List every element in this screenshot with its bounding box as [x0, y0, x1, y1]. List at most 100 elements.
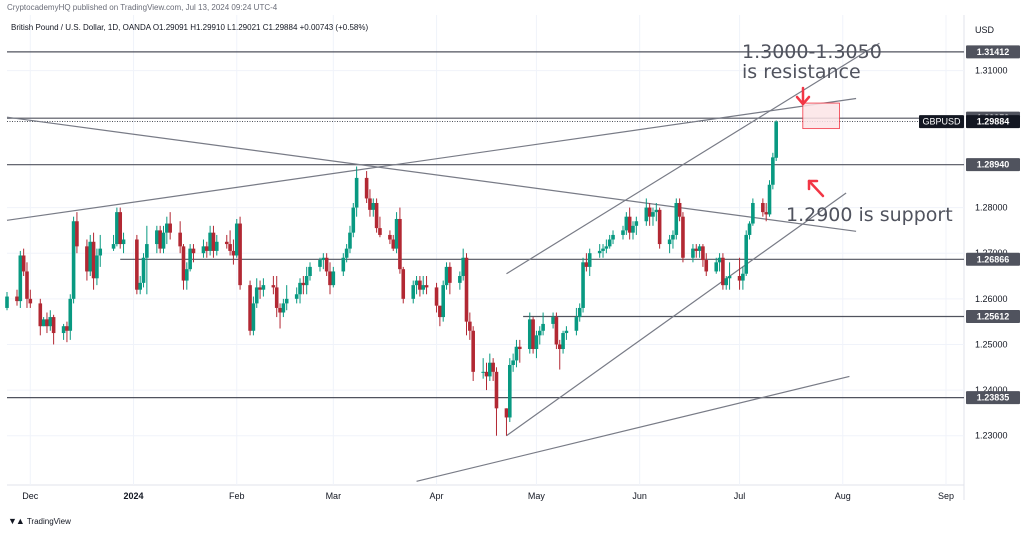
- candle-body: [767, 184, 772, 215]
- candle-body: [138, 282, 142, 290]
- annotations: 1.3000-1.3050 is resistance 1.2900 is su…: [742, 41, 953, 226]
- candle-body: [274, 287, 279, 308]
- candle-body: [281, 303, 286, 313]
- candle: [371, 198, 376, 217]
- candle: [577, 303, 582, 322]
- candle-body: [534, 335, 539, 350]
- candle-body: [201, 246, 206, 254]
- candle-body: [248, 285, 252, 331]
- level-price-tag: 1.23835: [966, 391, 1020, 405]
- candle: [344, 244, 349, 263]
- candle: [141, 253, 146, 288]
- price-axis[interactable]: USD: [963, 15, 995, 500]
- current-price-tag-bg: [966, 115, 1020, 129]
- candle: [444, 262, 449, 290]
- level-tag-text: 1.23835: [977, 393, 1010, 403]
- candle-body: [561, 333, 565, 350]
- time-tick-label: 2024: [124, 491, 144, 501]
- candle-body: [394, 218, 399, 249]
- level-price-tag: 1.28940: [966, 158, 1020, 172]
- candle: [468, 312, 472, 340]
- candle: [85, 239, 89, 281]
- candle: [234, 218, 239, 258]
- candle: [481, 358, 485, 379]
- candle-body: [401, 269, 406, 299]
- candle: [121, 232, 126, 254]
- candle: [294, 287, 299, 304]
- candle-body: [378, 228, 382, 235]
- candle: [111, 234, 116, 251]
- candle: [458, 271, 462, 290]
- candle-body: [145, 244, 149, 258]
- candle-body: [464, 257, 469, 322]
- candle: [251, 296, 256, 336]
- candle-body: [371, 203, 376, 210]
- time-tick-label: Aug: [835, 491, 851, 501]
- price-tick-label: 1.25000: [975, 339, 1008, 349]
- candle-body: [135, 239, 139, 290]
- candle: [48, 310, 53, 331]
- resistance-zone-box: [802, 102, 840, 130]
- level-tag-bg: [966, 310, 1020, 324]
- trendline: [416, 375, 850, 482]
- candle-body: [694, 248, 699, 251]
- symbol-ohlc-line: British Pound / U.S. Dollar, 1D, OANDA O…: [11, 23, 369, 32]
- candle: [424, 276, 429, 295]
- price-axis-labels: 1.310001.280001.270001.260001.250001.240…: [919, 45, 1020, 441]
- candle-body: [364, 177, 369, 199]
- candle: [378, 216, 382, 238]
- candle-body: [254, 287, 259, 304]
- candle: [774, 120, 778, 161]
- candle: [448, 262, 452, 295]
- time-tick-label: Jun: [632, 491, 647, 501]
- candle-body: [527, 319, 532, 350]
- candle-body: [771, 157, 775, 185]
- candle-body: [657, 209, 662, 245]
- candle-body: [155, 230, 159, 245]
- candle-body: [721, 257, 725, 286]
- candle: [461, 248, 465, 281]
- symbol-tag-bg: [919, 115, 964, 129]
- candle-body: [744, 234, 749, 274]
- candle: [188, 244, 192, 272]
- candle: [534, 330, 539, 359]
- candle-body: [681, 216, 685, 258]
- candle: [464, 253, 469, 336]
- candle: [557, 339, 562, 370]
- level-tag-bg: [966, 45, 1020, 59]
- candle-body: [541, 323, 545, 331]
- candle: [51, 314, 56, 345]
- candle-body: [604, 246, 609, 249]
- candle: [611, 230, 615, 245]
- candle-body: [601, 248, 605, 251]
- level-price-tag: 1.31412: [966, 45, 1020, 59]
- candle: [161, 225, 166, 254]
- candle-body: [298, 282, 302, 295]
- candle-body: [204, 246, 209, 251]
- candle: [411, 280, 416, 304]
- arrow-up-left-icon: [807, 179, 825, 198]
- candle-body: [75, 221, 79, 247]
- candle: [644, 198, 649, 226]
- candle: [178, 221, 182, 254]
- candle: [691, 244, 695, 263]
- candle-body: [208, 232, 212, 251]
- time-tick-label: Sep: [938, 491, 954, 501]
- candle-body: [491, 362, 495, 372]
- candle-body: [448, 266, 452, 283]
- candle: [514, 339, 519, 368]
- candle: [328, 262, 332, 295]
- level-price-tag: 1.26866: [966, 252, 1020, 266]
- candle-body: [647, 207, 652, 217]
- footer-brand[interactable]: ▼▲ TradingView: [8, 516, 71, 526]
- candle-body: [414, 280, 419, 286]
- candle: [25, 262, 29, 308]
- candle-body: [438, 305, 442, 318]
- candle-body: [15, 296, 19, 302]
- candle-body: [121, 239, 126, 245]
- candle-body: [701, 246, 705, 261]
- trendline: [506, 42, 880, 275]
- candle-body: [727, 276, 732, 279]
- tradingview-logo-icon: ▼▲: [8, 516, 25, 526]
